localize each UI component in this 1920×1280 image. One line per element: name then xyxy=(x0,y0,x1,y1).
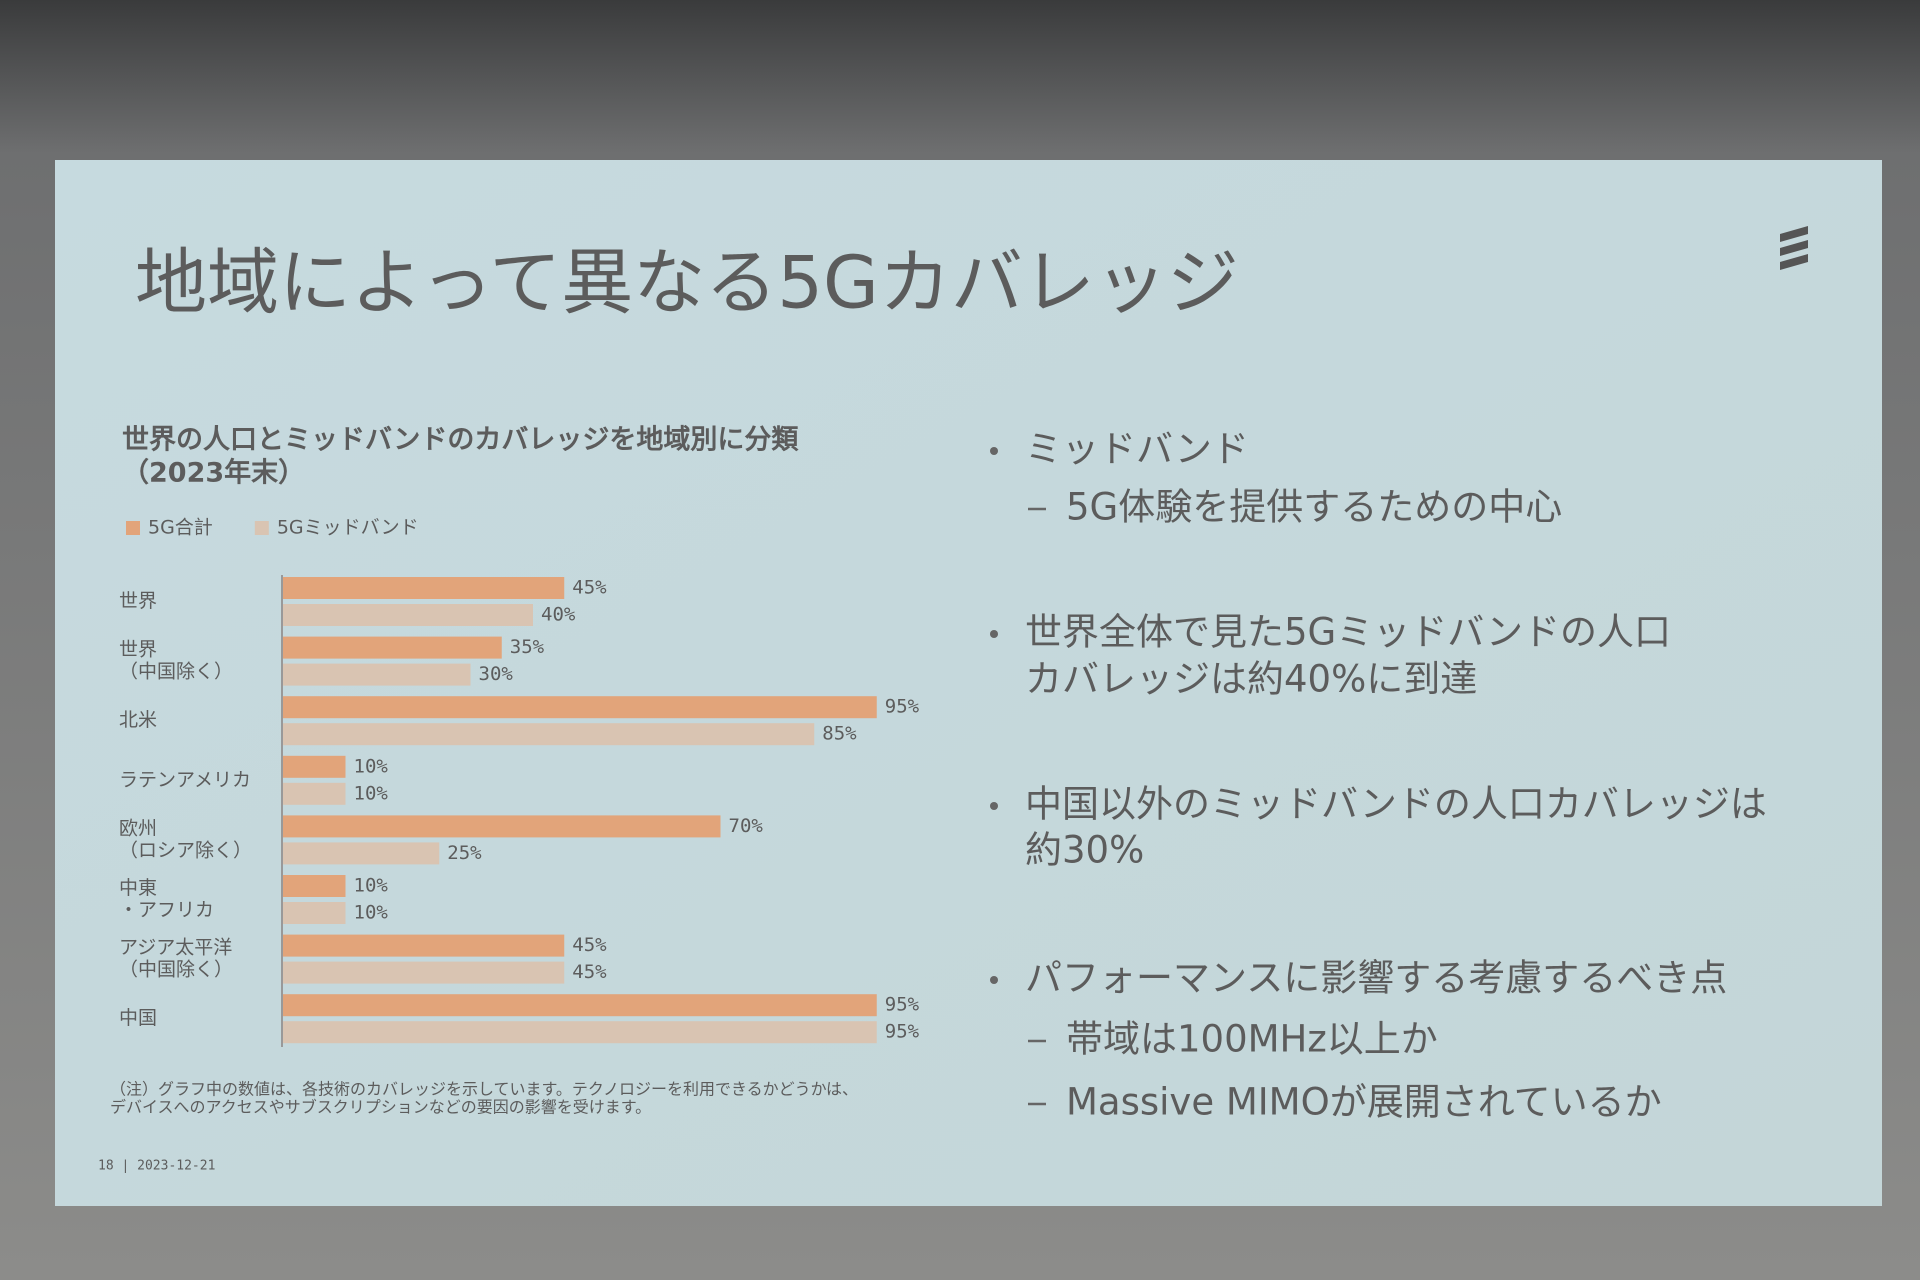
bar xyxy=(283,723,815,746)
value-label: 45% xyxy=(572,934,607,956)
chart-note: （注）グラフ中の数値は、各技術のカバレッジを示しています。テクノロジーを利用でき… xyxy=(110,1080,858,1099)
category-label: ラテンアメリカ xyxy=(119,769,251,791)
bullet-text: カバレッジは約40%に到達 xyxy=(1025,658,1477,701)
bar xyxy=(283,994,877,1017)
bar xyxy=(283,755,346,778)
category-label: アジア太平洋 xyxy=(119,937,232,959)
category-label: 北米 xyxy=(119,709,157,731)
value-label: 95% xyxy=(885,696,920,718)
bullet-dot xyxy=(990,976,998,984)
category-label: （中国除く） xyxy=(119,661,233,683)
legend-label: 5Gミッドバンド xyxy=(277,517,419,539)
value-label: 30% xyxy=(479,663,514,685)
bar xyxy=(283,577,565,599)
footer: 18 | 2023-12-21 xyxy=(98,1159,215,1174)
legend-label: 5G合計 xyxy=(148,517,213,539)
bar xyxy=(283,1021,877,1044)
slide-title: 地域によって異なる5Gカバレッジ xyxy=(135,241,1239,325)
value-label: 45% xyxy=(572,961,607,983)
bullet-text: ミッドバンド xyxy=(1025,428,1249,471)
category-label: （ロシア除く） xyxy=(119,839,252,861)
bullet-text: パフォーマンスに影響する考慮するべき点 xyxy=(1025,957,1727,1000)
bar xyxy=(283,842,440,865)
category-label: 世界 xyxy=(119,639,157,661)
bar xyxy=(283,961,565,984)
bar xyxy=(283,696,877,719)
value-label: 10% xyxy=(354,782,389,804)
legend-swatch xyxy=(126,521,140,535)
sub-bullet-text: 帯域は100MHz以上か xyxy=(1066,1018,1438,1061)
value-label: 85% xyxy=(822,723,857,745)
bar xyxy=(283,875,346,897)
bullet-dot xyxy=(990,447,998,455)
bullet-dot xyxy=(990,630,998,638)
sub-bullet-text: 5G体験を提供するための中心 xyxy=(1066,486,1562,529)
chart-title: 世界の人口とミッドバンドのカバレッジを地域別に分類 xyxy=(122,425,799,456)
bar xyxy=(283,663,471,686)
bar xyxy=(283,782,346,805)
bar xyxy=(283,815,721,838)
value-label: 45% xyxy=(572,577,607,599)
sub-bullet-text: Massive MIMOが展開されているか xyxy=(1066,1081,1662,1124)
category-label: 欧州 xyxy=(119,817,157,839)
value-label: 25% xyxy=(447,842,482,864)
chart-subtitle: （2023年末） xyxy=(122,457,305,489)
chart-note: デバイスへのアクセスやサブスクリプションなどの要因の影響を受けます。 xyxy=(110,1098,651,1117)
bullet-text: 中国以外のミッドバンドの人口カバレッジは xyxy=(1025,783,1767,826)
bar xyxy=(283,902,346,924)
category-label: 中東 xyxy=(119,877,157,899)
legend-swatch xyxy=(254,521,269,535)
category-label: ・アフリカ xyxy=(119,899,214,921)
bar xyxy=(283,636,502,659)
bar xyxy=(283,604,533,626)
bullet-text: 世界全体で見た5Gミッドバンドの人口 xyxy=(1025,611,1671,654)
value-label: 40% xyxy=(541,604,576,626)
value-label: 10% xyxy=(354,902,389,924)
value-label: 10% xyxy=(354,875,389,897)
logo xyxy=(1780,226,1808,270)
value-label: 10% xyxy=(354,755,389,777)
value-label: 95% xyxy=(885,1021,920,1043)
bullet-dot xyxy=(990,802,998,810)
bullet-text: 約30% xyxy=(1025,829,1144,872)
bar xyxy=(283,934,565,957)
category-label: 世界 xyxy=(119,590,157,612)
category-label: （中国除く） xyxy=(119,959,233,981)
value-label: 70% xyxy=(729,815,764,837)
value-label: 95% xyxy=(885,994,920,1016)
value-label: 35% xyxy=(510,636,545,658)
category-label: 中国 xyxy=(119,1007,157,1029)
